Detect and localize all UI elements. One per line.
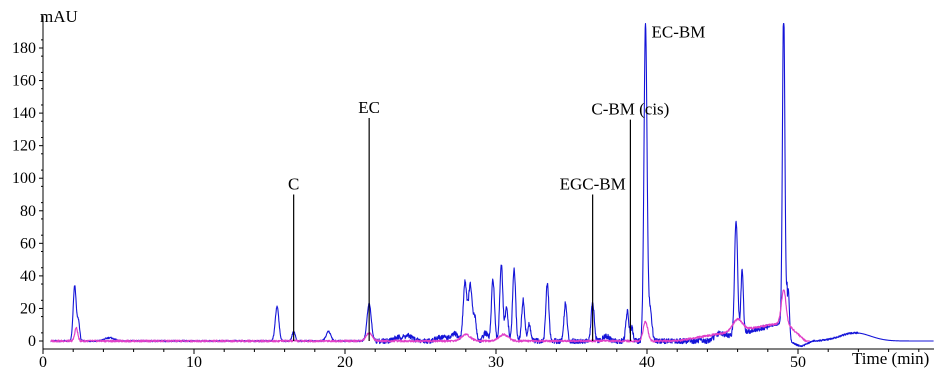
y-tick-label: 20: [20, 300, 36, 317]
series-pink-line: [50, 289, 811, 343]
x-axis-title: Time (min): [852, 349, 929, 368]
y-tick-label: 60: [20, 235, 36, 252]
y-tick-label: 180: [12, 40, 36, 57]
y-tick-label: 80: [20, 203, 36, 220]
y-tick-label: 0: [28, 333, 36, 350]
axes-group: 0 20 40 60 80 100 120 140 160 180 0 10 20 30 40 50: [12, 15, 934, 370]
peak-label: EC: [358, 98, 380, 117]
series-blue-line: [50, 23, 934, 348]
y-tick-label: 140: [12, 105, 36, 122]
y-tick-label: 100: [12, 170, 36, 187]
x-tick-label: 40: [639, 354, 655, 370]
peak-label: C-BM (cis): [591, 100, 669, 119]
peak-label: C: [288, 175, 299, 194]
labels-group: C EC EGC-BM C-BM (cis) EC-BM: [288, 23, 705, 341]
traces-group: [50, 23, 934, 348]
peak-label: EGC-BM: [560, 175, 626, 194]
y-tick-label: 40: [20, 268, 36, 285]
y-axis-title: mAU: [40, 7, 78, 26]
x-tick-label: 0: [39, 354, 47, 370]
y-tick-label: 160: [12, 73, 36, 90]
peak-label: EC-BM: [651, 23, 705, 42]
x-tick-label: 10: [186, 354, 202, 370]
x-tick-label: 50: [790, 354, 806, 370]
x-tick-label: 30: [488, 354, 504, 370]
x-tick-label: 20: [337, 354, 353, 370]
y-tick-label: 120: [12, 138, 36, 155]
